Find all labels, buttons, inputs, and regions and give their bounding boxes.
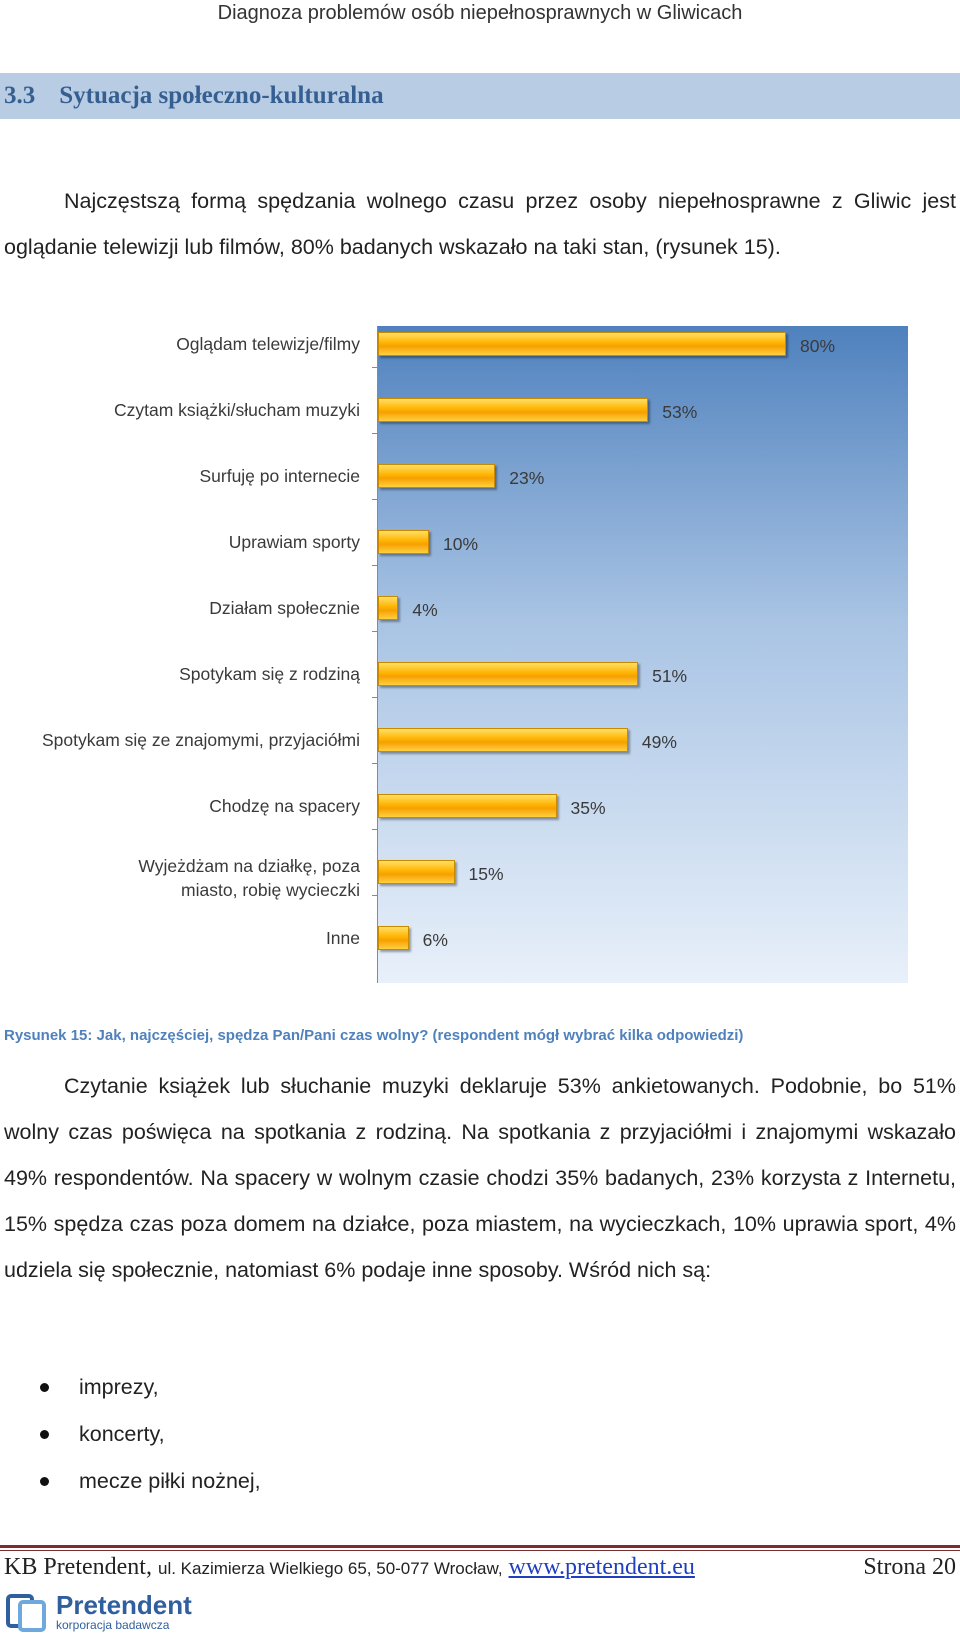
data-label: 23% [509,468,545,488]
footer-address: ul. Kazimierza Wielkiego 65, 50-077 Wroc… [157,1559,503,1578]
chart-plot-area [378,326,908,983]
logo-mark-icon [6,1594,46,1632]
data-label: 35% [570,798,606,818]
data-label: 10% [443,534,479,554]
data-label: 6% [422,930,448,950]
chart-category-axis [377,326,378,983]
intro-paragraph: Najczęstszą formą spędzania wolnego czas… [4,178,956,270]
bar [378,398,649,422]
axis-tick [372,895,378,896]
category-label: Spotykam się z rodziną [179,664,360,684]
bullet-list: imprezy, koncerty, mecze piłki nożnej, [40,1364,261,1505]
bar [378,662,639,686]
body-paragraph: Czytanie książek lub słuchanie muzyki de… [4,1063,956,1293]
bar [378,596,399,620]
axis-tick [372,631,378,632]
category-label: Wyjeżdżam na działkę, poza miasto, robię… [138,856,360,900]
section-number: 3.3 [4,82,36,109]
footer-url-link[interactable]: www.pretendent.eu [508,1554,695,1580]
axis-tick [372,367,378,368]
axis-tick [372,433,378,434]
axis-tick [372,763,378,764]
axis-tick [372,829,378,830]
data-label: 15% [468,864,504,884]
bar [378,926,409,950]
data-label: 49% [641,732,677,752]
data-label: 51% [652,666,688,686]
data-label: 53% [662,402,698,422]
footer-rule-thin [0,1550,960,1551]
axis-tick [372,697,378,698]
figure-caption: Rysunek 15: Jak, najczęściej, spędza Pan… [4,1027,743,1044]
footer-rule [0,1545,960,1548]
company-logo: Pretendent korporacja badawcza [4,1588,192,1636]
bullet-icon [40,1477,49,1486]
bar [378,860,455,884]
category-label: Inne [325,928,360,948]
page-number: Strona 20 [863,1554,956,1580]
category-label: Oglądam telewizje/filmy [176,334,360,354]
section-heading: 3.3 Sytuacja społeczno-kulturalna [0,73,960,119]
section-title: Sytuacja społeczno-kulturalna [59,82,384,109]
bar-chart: Oglądam telewizje/filmy 80% Czytam książki… [0,320,960,990]
list-item: mecze piłki nożnej, [40,1458,261,1505]
intro-text: Najczęstszą formą spędzania wolnego czas… [4,189,956,259]
body-text: Czytanie książek lub słuchanie muzyki de… [4,1074,956,1282]
data-label: 80% [800,336,836,356]
bar [378,464,496,488]
bullet-icon [40,1383,49,1392]
caption-label: Rysunek 15: Jak, najczęściej, spędza Pan… [4,1027,429,1044]
axis-tick [372,565,378,566]
footer: KB Pretendent, ul. Kazimierza Wielkiego … [4,1554,956,1586]
category-label: Uprawiam sporty [228,532,360,552]
category-label: Spotykam się ze znajomymi, przyjaciółmi [41,730,360,750]
bar [378,332,786,356]
footer-company: KB Pretendent, [4,1554,152,1580]
bar [378,794,557,818]
data-label: 4% [412,600,438,620]
category-label: Chodzę na spacery [209,796,360,816]
logo-tagline: korporacja badawcza [56,1618,170,1632]
category-label: Surfuję po internecie [199,466,360,486]
bar [378,530,429,554]
axis-tick [372,499,378,500]
bar [378,728,628,752]
logo-name: Pretendent [56,1590,192,1620]
category-label: Czytam książki/słucham muzyki [113,400,360,420]
list-item: koncerty, [40,1411,261,1458]
bullet-icon [40,1430,49,1439]
category-label: Działam społecznie [209,598,360,618]
running-header: Diagnoza problemów osób niepełnosprawnyc… [217,2,743,24]
caption-note: (respondent mógł wybrać kilka odpowiedzi… [432,1027,744,1044]
list-item: imprezy, [40,1364,261,1411]
